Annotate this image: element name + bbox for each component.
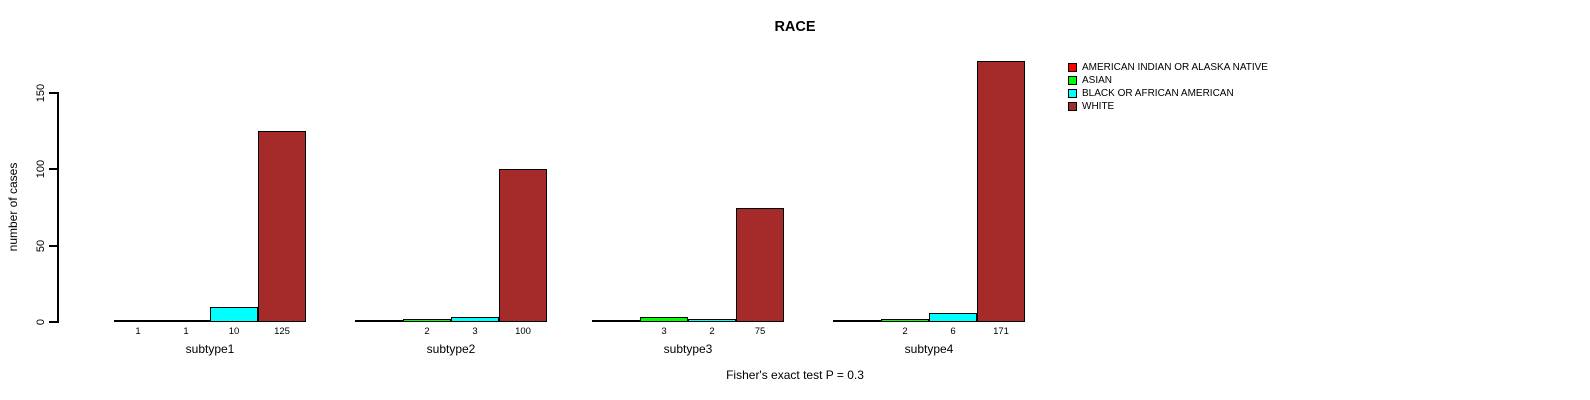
legend-row: AMERICAN INDIAN OR ALASKA NATIVE <box>1068 61 1268 74</box>
category-label: subtype4 <box>904 342 954 356</box>
bar-value-label: 125 <box>274 326 290 337</box>
bar-value-label: 3 <box>661 326 667 337</box>
y-tick-mark <box>49 92 57 94</box>
legend-label: ASIAN <box>1082 75 1113 86</box>
legend-swatch <box>1068 89 1077 98</box>
y-tick-mark <box>49 321 57 323</box>
bar <box>403 319 451 322</box>
chart-title: RACE <box>774 19 816 35</box>
y-axis-label: number of cases <box>6 162 20 252</box>
bar-group-subtype1: 1 1 10 125 subtype1 <box>114 0 306 356</box>
bar-value-label: 3 <box>472 326 478 337</box>
bar <box>881 319 929 322</box>
bar-value-label: 171 <box>993 326 1009 337</box>
y-tick-label: 0 <box>35 318 47 326</box>
bar-value-label: 1 <box>135 326 141 337</box>
bar <box>977 61 1025 322</box>
category-label: subtype2 <box>426 342 476 356</box>
bar <box>451 317 499 322</box>
legend-label: BLACK OR AFRICAN AMERICAN <box>1082 88 1234 99</box>
legend: AMERICAN INDIAN OR ALASKA NATIVE ASIAN BLA… <box>1068 61 1268 113</box>
bar-value-label: 10 <box>228 326 240 337</box>
bar-group-subtype3: 3 2 75 subtype3 <box>592 0 784 356</box>
bar-group-subtype4: 2 6 171 subtype4 <box>833 0 1025 356</box>
legend-swatch <box>1068 76 1077 85</box>
bar-value-label: 100 <box>515 326 531 337</box>
legend-row: BLACK OR AFRICAN AMERICAN <box>1068 87 1268 100</box>
legend-row: WHITE <box>1068 100 1268 113</box>
legend-row: ASIAN <box>1068 74 1268 87</box>
legend-label: AMERICAN INDIAN OR ALASKA NATIVE <box>1082 62 1268 73</box>
y-tick-mark <box>49 168 57 170</box>
bar <box>688 319 736 322</box>
y-tick-mark <box>49 245 57 247</box>
bar-value-label: 2 <box>902 326 908 337</box>
bar <box>210 307 258 322</box>
bar <box>114 320 162 322</box>
category-label: subtype1 <box>185 342 235 356</box>
bar <box>258 131 306 322</box>
bar <box>162 320 210 322</box>
bar <box>499 169 547 322</box>
category-label: subtype3 <box>663 342 713 356</box>
legend-swatch <box>1068 102 1077 111</box>
y-tick-label: 150 <box>35 83 47 103</box>
legend-label: WHITE <box>1082 101 1115 112</box>
y-tick-label: 50 <box>35 239 47 253</box>
bar-group-subtype2: 2 3 100 subtype2 <box>355 0 547 356</box>
bar-value-label: 1 <box>183 326 189 337</box>
y-tick-label: 100 <box>35 159 47 179</box>
bar-value-label: 6 <box>950 326 956 337</box>
bar-value-label: 2 <box>709 326 715 337</box>
footnote: Fisher's exact test P = 0.3 <box>726 368 864 382</box>
bar-value-label: 2 <box>424 326 430 337</box>
bar <box>640 317 688 322</box>
legend-swatch <box>1068 63 1077 72</box>
bar <box>929 313 977 322</box>
y-axis-line <box>57 92 59 323</box>
bar <box>736 208 784 322</box>
bar-value-label: 75 <box>754 326 766 337</box>
